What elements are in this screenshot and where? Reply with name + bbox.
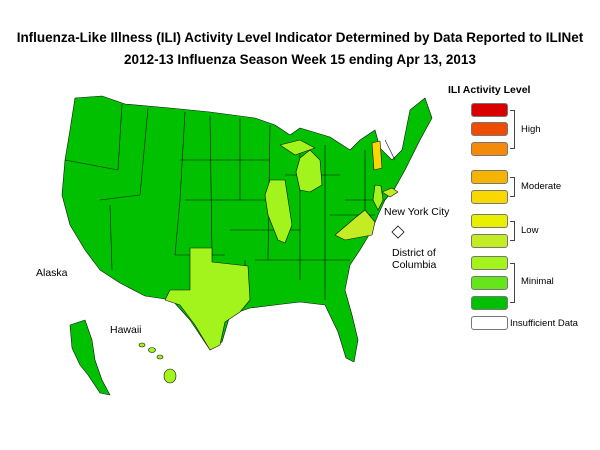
label-dc-line2: Columbia [392, 259, 437, 271]
dc-marker [391, 225, 405, 239]
label-hawaii: Hawaii [110, 324, 142, 336]
map-title: Influenza-Like Illness (ILI) Activity Le… [16, 30, 584, 45]
label-dc-line1: District of [392, 247, 436, 259]
state-alaska [69, 319, 111, 396]
state-region-base [61, 95, 433, 363]
state-texas [164, 247, 251, 351]
state-hawaii-island-1 [138, 342, 146, 348]
state-vermont [371, 140, 383, 171]
state-illinois [264, 179, 293, 244]
map-subtitle: 2012-13 Influenza Season Week 15 ending … [124, 52, 476, 67]
state-new-jersey [372, 184, 384, 211]
state-hawaii-island-4 [163, 368, 177, 384]
state-hawaii-island-2 [148, 347, 156, 353]
label-alaska: Alaska [36, 267, 68, 279]
state-hawaii-island-3 [156, 354, 164, 360]
nyc-marker [381, 187, 399, 198]
state-virginia [334, 209, 376, 241]
state-michigan [279, 139, 323, 193]
label-nyc: New York City [384, 206, 450, 218]
